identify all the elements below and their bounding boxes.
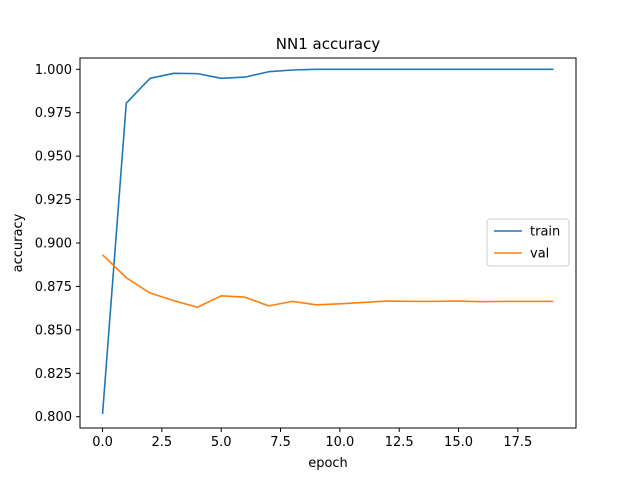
- x-tick-label: 17.5: [503, 435, 532, 450]
- legend-label-train: train: [530, 225, 560, 240]
- y-tick-label: 0.975: [35, 106, 72, 121]
- x-tick-label: 0.0: [92, 435, 113, 450]
- plot-frame: [79, 57, 577, 429]
- y-tick-label: 0.825: [35, 367, 72, 382]
- y-tick-label: 0.850: [35, 323, 72, 338]
- legend-label-val: val: [530, 247, 549, 262]
- legend: train val: [486, 218, 570, 267]
- x-tick-label: 5.0: [211, 435, 232, 450]
- y-axis-ticks: 0.800 0.825 0.850 0.875 0.900 0.925 0.950 0.975…: [35, 63, 80, 425]
- y-tick-label: 0.900: [35, 237, 72, 252]
- x-axis-title: epoch: [308, 456, 348, 471]
- x-tick-label: 2.5: [152, 435, 173, 450]
- y-tick-label: 0.950: [35, 150, 72, 165]
- y-tick-label: 0.800: [35, 410, 72, 425]
- x-tick-label: 7.5: [270, 435, 291, 450]
- x-tick-label: 15.0: [444, 435, 473, 450]
- x-tick-label: 12.5: [385, 435, 414, 450]
- series-line-train: [101, 68, 554, 415]
- y-axis-title: accuracy: [11, 213, 26, 272]
- y-tick-label: 1.000: [35, 63, 72, 78]
- y-tick-label: 0.925: [35, 193, 72, 208]
- x-axis-ticks: 0.0 2.5 5.0 7.5 10.0 12.5 15.0 17.5: [92, 428, 532, 450]
- chart-title: NN1 accuracy: [276, 35, 381, 53]
- x-tick-label: 10.0: [325, 435, 354, 450]
- y-tick-label: 0.875: [35, 280, 72, 295]
- series-line-val: [101, 254, 554, 309]
- series-lines: [101, 68, 554, 415]
